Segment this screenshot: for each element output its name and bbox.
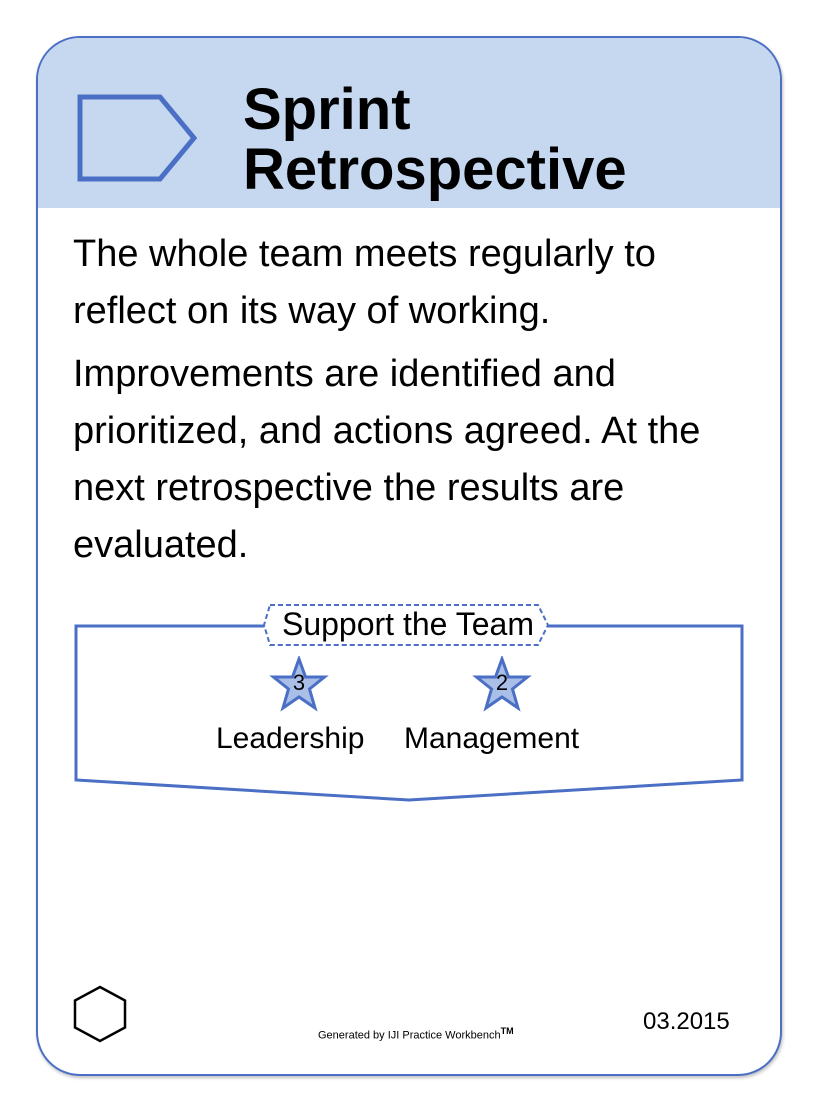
group-label: Support the Team [281, 606, 534, 642]
card-title: Sprint Retrospective [243, 77, 627, 202]
generated-by: Generated by IJI Practice WorkbenchTM [318, 1026, 514, 1042]
trademark-mark: TM [500, 1026, 514, 1036]
competency-group-frame [74, 604, 744, 802]
competency-star-management: 2 [472, 654, 532, 716]
generated-by-text: Generated by IJI Practice Workbench [318, 1029, 501, 1042]
competency-label-management: Management [404, 722, 580, 755]
competency-label-leadership: Leadership [216, 722, 365, 755]
card-header: Sprint Retrospective [38, 38, 780, 208]
description-paragraph-2: Improvements are identified and prioriti… [73, 353, 701, 566]
competency-level: 3 [292, 670, 306, 695]
group-label-box [262, 604, 550, 646]
competency-star-leadership: 3 [269, 654, 329, 716]
practice-card: Sprint Retrospective The whole team meet… [36, 36, 782, 1076]
card-date: 03.2015 [643, 1008, 730, 1035]
hexagon-icon [73, 985, 127, 1043]
star-icon [269, 654, 329, 712]
description-paragraph-1: The whole team meets regularly to reflec… [73, 233, 656, 332]
activity-arrow-icon [77, 94, 198, 182]
card-description: The whole team meets regularly to reflec… [73, 226, 763, 580]
competency-level: 2 [495, 670, 509, 695]
star-icon [472, 654, 532, 712]
